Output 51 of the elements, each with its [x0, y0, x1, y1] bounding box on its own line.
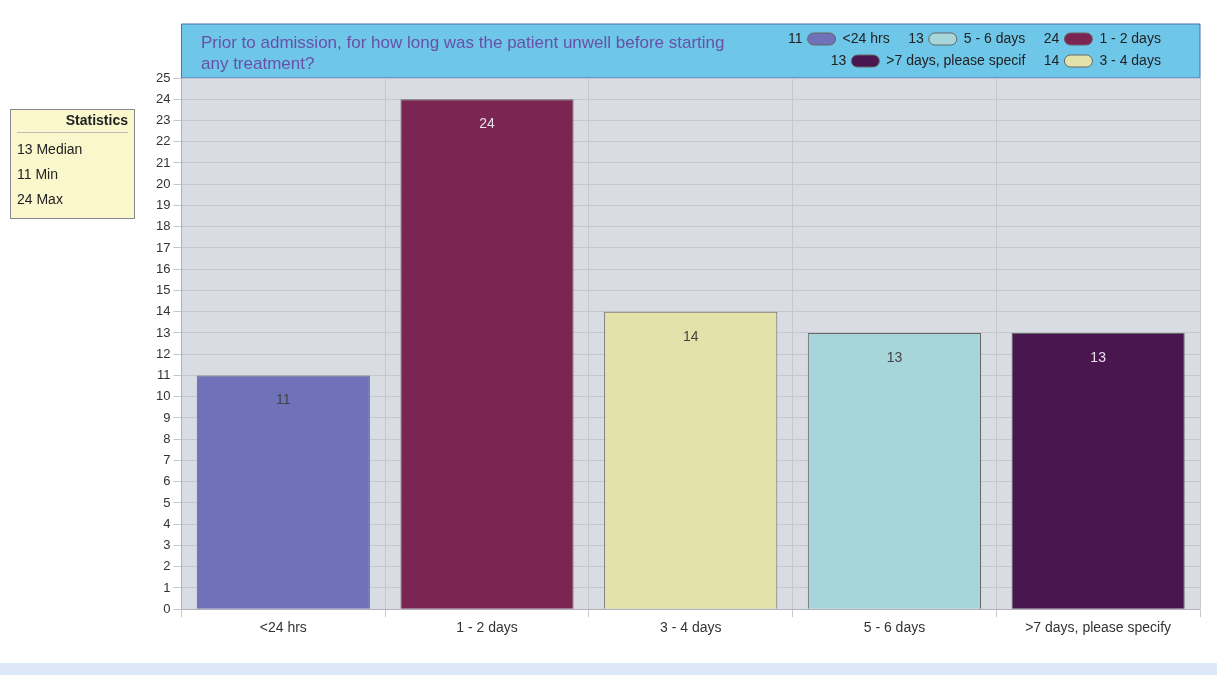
legend-label: 3 - 4 days [1099, 51, 1192, 68]
y-tick-label: 22 [155, 133, 171, 149]
text: 13 [830, 51, 847, 68]
text: Statistics [17, 112, 128, 133]
text: 14 [1043, 51, 1060, 68]
y-tick-label: 0 [163, 600, 171, 616]
text: 11 [788, 29, 803, 46]
y-tick-label: 19 [155, 197, 171, 213]
y-tick-label: 2 [163, 558, 171, 574]
y-tick-label: 21 [155, 154, 171, 170]
y-tick-label: 16 [155, 260, 171, 276]
x-tick-label: >7 days, please specify [1025, 619, 1172, 636]
legend-label: >7 days, please specif [886, 51, 1026, 68]
data-label: 13 [886, 348, 903, 365]
y-tick-label: 3 [163, 537, 171, 553]
y-tick-label: 12 [155, 345, 171, 361]
x-tick-label: <24 hrs [259, 619, 307, 636]
text: 13 Median [17, 140, 84, 159]
legend-label: 5 - 6 days [963, 29, 1026, 46]
legend-label: <24 hrs [842, 29, 890, 46]
y-tick-label: 1 [163, 579, 171, 595]
y-tick-label: 17 [155, 239, 171, 255]
y-tick-label: 6 [163, 473, 171, 489]
text: 11 Min [17, 165, 59, 184]
text: 24 [1043, 29, 1060, 46]
data-label: 11 [276, 391, 291, 408]
y-tick-label: 9 [163, 409, 171, 425]
y-tick-label: 23 [155, 112, 171, 128]
data-label: 24 [479, 115, 496, 132]
data-label: 14 [682, 327, 699, 344]
y-tick-label: 13 [155, 324, 171, 340]
legend-label: 1 - 2 days [1099, 29, 1192, 46]
chart-title: Prior to admission, for how long was the patient unwell before starting any treatment? [201, 32, 726, 74]
y-tick-label: 5 [163, 494, 171, 510]
data-label: 13 [1090, 348, 1107, 365]
y-tick-label: 25 [155, 69, 171, 85]
y-tick-label: 11 [156, 367, 171, 383]
y-tick-label: 18 [155, 218, 171, 234]
x-tick-label: 5 - 6 days [863, 619, 926, 636]
y-tick-label: 24 [155, 90, 171, 106]
y-tick-label: 14 [155, 303, 171, 319]
text: 13 [908, 29, 925, 46]
x-tick-label: 1 - 2 days [456, 619, 518, 636]
y-tick-label: 15 [155, 282, 171, 298]
x-tick-label: 3 - 4 days [659, 619, 722, 636]
y-tick-label: 7 [163, 452, 171, 468]
y-tick-label: 10 [155, 388, 171, 404]
text: 24 Max [17, 190, 64, 209]
y-tick-label: 8 [163, 430, 171, 446]
y-tick-label: 4 [163, 515, 171, 531]
y-tick-label: 20 [155, 175, 171, 191]
